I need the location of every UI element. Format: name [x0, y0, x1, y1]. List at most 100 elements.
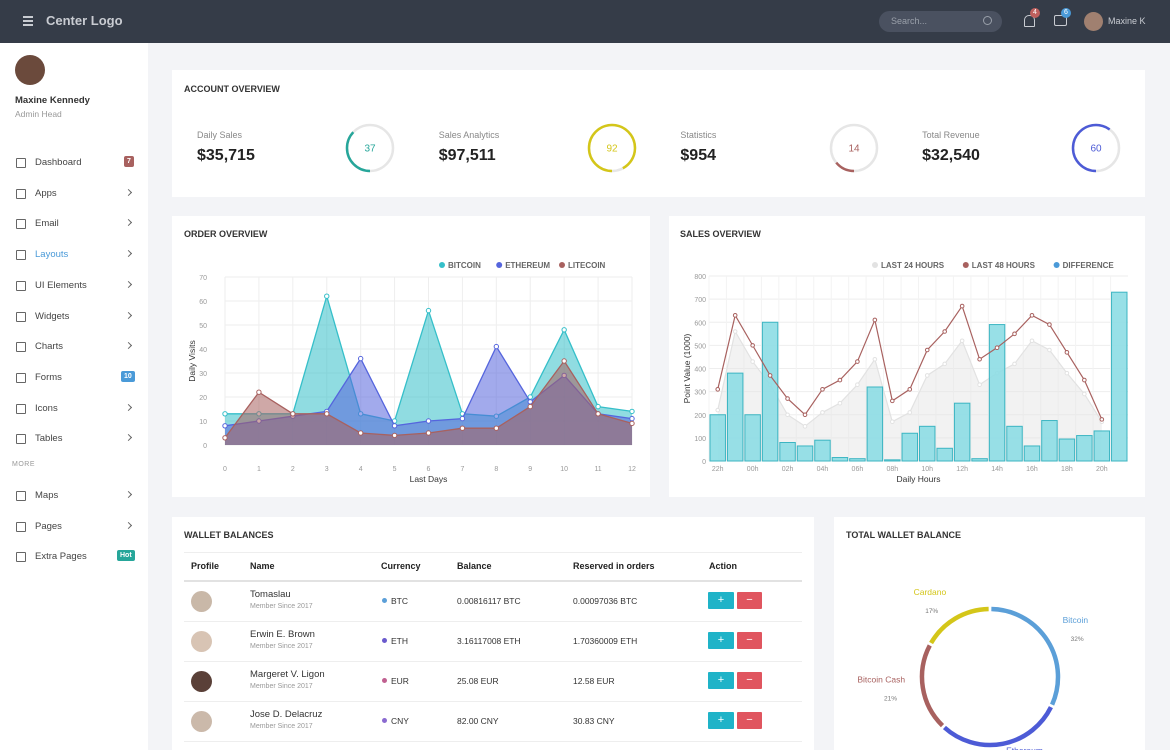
- menu-item[interactable]: Extra Pages: [35, 551, 87, 563]
- menu-item[interactable]: Apps: [35, 187, 57, 199]
- currency: CNY: [391, 716, 409, 726]
- currency: BTC: [391, 596, 408, 606]
- bell-icon[interactable]: [1024, 15, 1035, 27]
- member-name: Jose D. Delacruz: [250, 709, 323, 720]
- column-header: Action: [709, 561, 737, 571]
- user-name[interactable]: Maxine K: [1108, 16, 1146, 26]
- menu-icon: [16, 280, 26, 291]
- menu-item[interactable]: Maps: [35, 490, 59, 501]
- total-wallet-card: [834, 517, 1145, 750]
- avatar: [191, 591, 212, 612]
- card-title: TOTAL WALLET BALANCE: [846, 530, 961, 540]
- member-name: Margeret V. Ligon: [250, 669, 325, 680]
- user-avatar[interactable]: [1084, 12, 1103, 31]
- chat-icon[interactable]: [1054, 15, 1067, 26]
- currency: EUR: [391, 676, 409, 686]
- section-label: MORE: [12, 461, 35, 468]
- menu-icon: [16, 158, 26, 168]
- divider: [184, 701, 802, 702]
- balance: 25.08 EUR: [457, 676, 499, 686]
- search-icon: [983, 16, 992, 25]
- remove-button[interactable]: −: [737, 632, 762, 649]
- add-button[interactable]: +: [708, 632, 734, 649]
- profile-avatar: [15, 55, 45, 85]
- account-card: [172, 70, 1145, 197]
- menu-icon: [16, 188, 26, 199]
- menu-item[interactable]: Icons: [35, 402, 58, 414]
- divider: [184, 552, 802, 553]
- menu-icon: [16, 552, 26, 563]
- avatar: [191, 631, 212, 652]
- menu-badge: 10: [121, 370, 135, 382]
- menu-item[interactable]: UI Elements: [35, 279, 87, 291]
- stat-value: $32,540: [922, 147, 980, 164]
- member-since: Member Since 2017: [250, 643, 313, 650]
- menu-item[interactable]: Layouts: [35, 249, 69, 261]
- menu-icon: [16, 342, 26, 353]
- search-box[interactable]: Search...: [879, 11, 1002, 32]
- reserved: 30.83 CNY: [573, 716, 615, 726]
- stat-value: $954: [680, 147, 716, 164]
- profile-name: Maxine Kennedy: [15, 95, 90, 106]
- menu-icon: [16, 434, 26, 445]
- menu-item[interactable]: Widgets: [35, 310, 70, 322]
- menu-icon: [16, 521, 26, 532]
- card-title: WALLET BALANCES: [184, 530, 274, 540]
- profile-role: Admin Head: [15, 109, 62, 119]
- member-since: Member Since 2017: [250, 603, 313, 610]
- reserved: 12.58 EUR: [573, 676, 615, 686]
- menu-item[interactable]: Forms: [35, 371, 62, 383]
- divider: [184, 621, 802, 622]
- column-header: Name: [250, 561, 275, 571]
- member-name: Erwin E. Brown: [250, 629, 315, 640]
- menu-icon: [16, 219, 26, 230]
- menu-icon[interactable]: [23, 20, 33, 22]
- notification-badge: 4: [1030, 8, 1040, 18]
- remove-button[interactable]: −: [737, 592, 762, 609]
- stat-value: $97,511: [438, 147, 496, 164]
- currency-icon: [382, 678, 387, 683]
- avatar: [191, 711, 212, 732]
- column-header: Balance: [457, 561, 492, 571]
- menu-item[interactable]: Tables: [35, 433, 63, 445]
- menu-badge: 7: [124, 156, 134, 167]
- currency-icon: [382, 718, 387, 723]
- card-title: ACCOUNT OVERVIEW: [184, 84, 280, 94]
- remove-button[interactable]: −: [737, 672, 762, 689]
- stat-value: $35,715: [197, 147, 255, 164]
- menu-icon: [16, 403, 26, 414]
- column-header: Currency: [381, 561, 421, 571]
- menu-icon: [16, 311, 26, 322]
- balance: 0.00816117 BTC: [457, 596, 521, 606]
- add-button[interactable]: +: [708, 712, 734, 729]
- stat-label: Daily Sales: [197, 130, 243, 140]
- menu-badge: Hot: [117, 550, 135, 562]
- add-button[interactable]: +: [708, 672, 734, 689]
- menu-item[interactable]: Pages: [35, 520, 62, 532]
- remove-button[interactable]: −: [737, 712, 762, 729]
- currency-icon: [382, 598, 387, 603]
- balance: 3.16117008 ETH: [457, 636, 521, 646]
- stat-label: Total Revenue: [922, 130, 980, 140]
- add-button[interactable]: +: [708, 592, 734, 609]
- menu-item[interactable]: Email: [35, 218, 59, 230]
- logo: Center Logo: [46, 13, 123, 28]
- member-since: Member Since 2017: [250, 723, 313, 730]
- stat-label: Sales Analytics: [438, 130, 500, 140]
- member-name: Tomaslau: [250, 589, 291, 600]
- wallet-card: [172, 517, 814, 750]
- divider: [184, 580, 802, 582]
- column-header: Profile: [191, 561, 220, 571]
- menu-icon: [16, 491, 26, 501]
- card-title: SALES OVERVIEW: [680, 229, 761, 239]
- column-header: Reserved in orders: [573, 561, 655, 571]
- menu-item[interactable]: Dashboard: [35, 157, 82, 168]
- menu-icon: [16, 372, 26, 383]
- menu-icon[interactable]: [23, 16, 33, 18]
- balance: 82.00 CNY: [457, 716, 499, 726]
- menu-item[interactable]: Charts: [35, 341, 63, 353]
- message-badge: 6: [1061, 8, 1071, 18]
- order-card: [172, 216, 650, 497]
- menu-icon[interactable]: [23, 24, 33, 26]
